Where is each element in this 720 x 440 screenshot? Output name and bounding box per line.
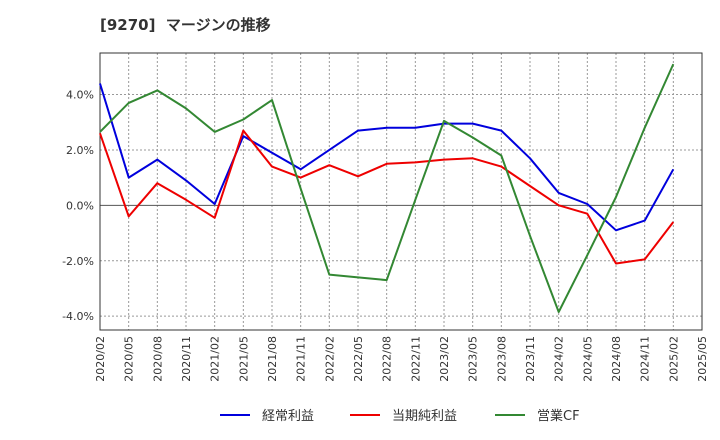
y-tick-label: 4.0% [66,89,94,102]
x-tick-label: 2021/02 [209,336,222,382]
legend-label: 経常利益 [262,409,314,424]
series-line-経常利益 [99,83,675,232]
y-tick-label: 2.0% [66,144,94,157]
x-tick-label: 2024/11 [639,336,652,382]
chart-title: [9270] マージンの推移 [100,16,271,34]
x-tick-label: 2022/08 [381,336,394,382]
x-tick-label: 2024/02 [553,336,566,382]
x-tick-label: 2022/05 [352,336,365,382]
x-tick-label: 2021/08 [266,336,279,382]
x-tick-label: 2022/02 [323,336,336,382]
x-tick-label: 2020/11 [180,336,193,382]
x-tick-label: 2020/02 [94,336,107,382]
x-tick-label: 2023/11 [524,336,537,382]
x-tick-label: 2024/05 [581,336,594,382]
x-tick-label: 2023/08 [495,336,508,382]
x-tick-label: 2021/05 [237,336,250,382]
legend-label: 当期純利益 [392,409,457,424]
x-tick-label: 2023/05 [467,336,480,382]
plot-area-border [99,52,703,331]
x-tick-label: 2025/02 [667,336,680,382]
y-tick-label: -2.0% [62,255,94,268]
series-line-営業CF [99,63,675,313]
y-tick-label: 0.0% [66,199,94,212]
series-line-当期純利益 [99,129,675,265]
x-tick-label: 2022/11 [409,336,422,382]
x-tick-label: 2020/05 [123,336,136,382]
x-tick-label: 2023/02 [438,336,451,382]
x-tick-label: 2021/11 [295,336,308,382]
y-tick-label: -4.0% [62,310,94,323]
legend-label: 営業CF [537,408,580,424]
x-tick-label: 2025/05 [696,336,709,382]
x-tick-label: 2020/08 [151,336,164,382]
x-tick-label: 2024/08 [610,336,623,382]
